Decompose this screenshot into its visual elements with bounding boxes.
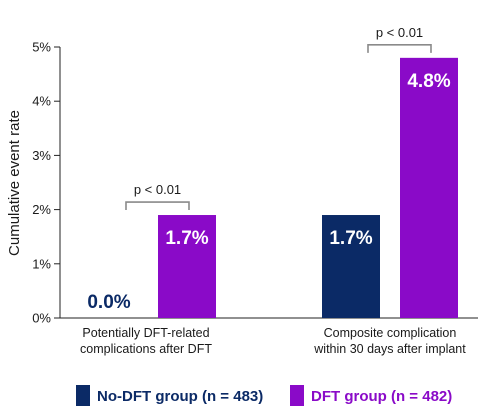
legend-swatch <box>290 385 304 406</box>
y-tick-label: 0% <box>32 311 51 326</box>
y-tick-label: 5% <box>32 40 51 55</box>
significance-bracket <box>367 44 432 53</box>
bar <box>322 215 380 318</box>
p-value-label: p < 0.01 <box>376 25 423 40</box>
legend-swatch <box>76 385 90 406</box>
y-tick-label: 4% <box>32 94 51 109</box>
p-value-label: p < 0.01 <box>134 182 181 197</box>
y-tick-label: 2% <box>32 202 51 217</box>
significance-bracket <box>125 201 190 211</box>
x-category-label: Potentially DFT-related <box>82 326 209 340</box>
bar-value-label: 0.0% <box>87 292 130 313</box>
bar-value-label: 4.8% <box>407 71 450 92</box>
x-category-label: complications after DFT <box>80 342 212 356</box>
y-tick-label: 3% <box>32 148 51 163</box>
y-tick-label: 1% <box>32 256 51 271</box>
legend-label: DFT group (n = 482) <box>311 388 452 405</box>
bar <box>400 57 458 319</box>
bar <box>158 215 216 318</box>
legend-label: No-DFT group (n = 483) <box>97 388 263 405</box>
x-category-label: Composite complication <box>324 326 457 340</box>
bar-value-label: 1.7% <box>329 228 372 249</box>
x-category-label: within 30 days after implant <box>313 342 466 356</box>
y-axis-label: Cumulative event rate <box>6 110 23 256</box>
bar-value-label: 1.7% <box>165 228 208 249</box>
